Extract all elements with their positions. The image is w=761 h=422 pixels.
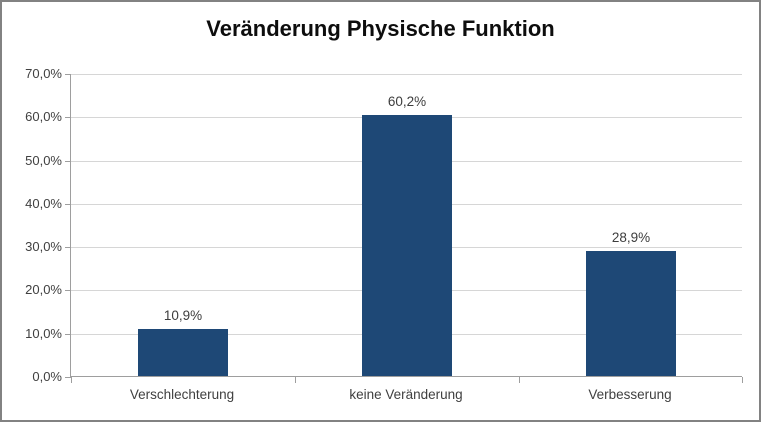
- y-axis-tick: [65, 160, 71, 162]
- x-axis-tick: [295, 377, 296, 383]
- y-tick-label: 20,0%: [25, 282, 62, 298]
- y-axis-tick: [65, 203, 71, 205]
- bar-1[interactable]: [138, 328, 228, 376]
- data-label-2: 60,2%: [387, 94, 427, 110]
- y-tick-label: 0,0%: [32, 369, 62, 384]
- y-axis-labels: 0,0% 10,0% 20,0% 30,0% 40,0% 50,0% 60,0% 70,0%: [2, 66, 62, 384]
- y-tick-label: 40,0%: [25, 195, 62, 211]
- data-label-1: 10,9%: [163, 307, 203, 323]
- y-axis-tick: [65, 333, 71, 335]
- y-tick-label: 50,0%: [25, 152, 62, 168]
- x-axis-tick: [742, 377, 743, 383]
- y-axis-tick: [65, 290, 71, 292]
- bar-2[interactable]: [362, 115, 452, 376]
- category-label-3: Verbesserung: [588, 387, 672, 402]
- category-label-1: Verschlechterung: [129, 387, 235, 402]
- data-label-3: 28,9%: [611, 229, 651, 245]
- plot-area: 10,9% 60,2% 28,9%: [65, 74, 743, 383]
- y-axis-tick: [65, 117, 71, 119]
- y-axis-tick: [65, 377, 71, 378]
- y-axis-tick: [65, 74, 71, 75]
- y-tick-label: 30,0%: [25, 239, 62, 255]
- y-tick-label: 70,0%: [25, 66, 62, 81]
- x-axis-tick: [71, 377, 72, 383]
- y-tick-label: 60,0%: [25, 109, 62, 125]
- category-label-2: keine Veränderung: [349, 387, 463, 402]
- chart-title: Veränderung Physische Funktion: [206, 16, 555, 41]
- y-axis-tick: [65, 247, 71, 249]
- y-tick-label: 10,0%: [25, 325, 62, 341]
- bar-3[interactable]: [586, 250, 676, 376]
- gridline: [71, 74, 742, 75]
- x-axis-labels: Verschlechterung keine Veränderung Verbess…: [70, 387, 742, 407]
- x-axis-tick: [519, 377, 520, 383]
